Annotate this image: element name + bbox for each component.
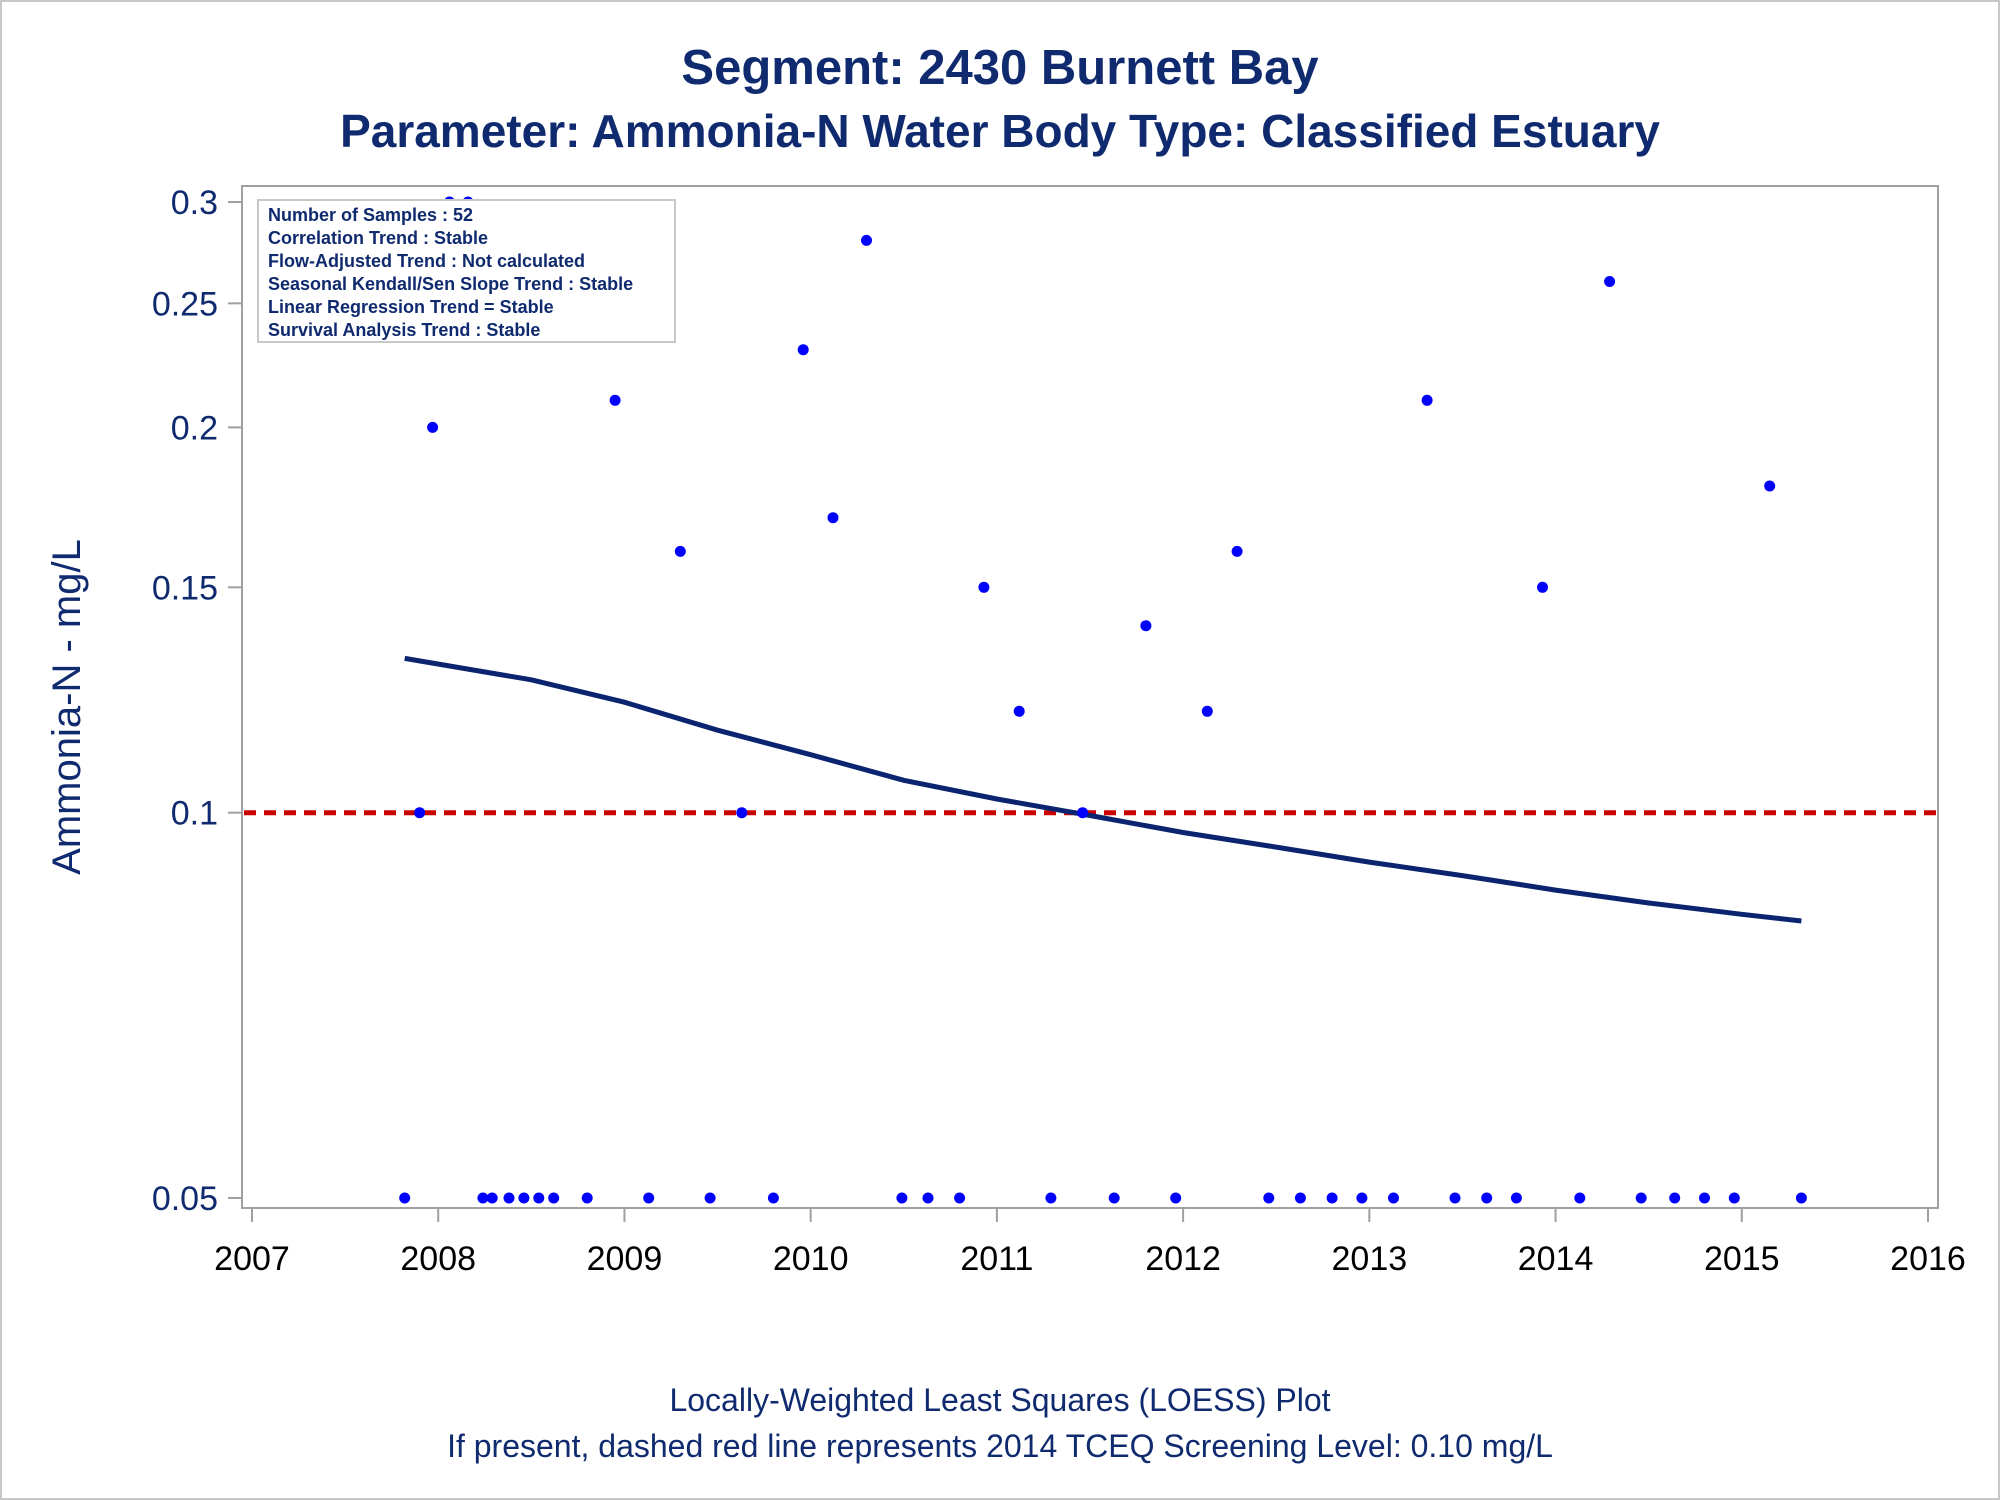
loess-line (404, 655, 1802, 924)
data-point (827, 512, 839, 524)
data-point (503, 1192, 515, 1204)
stats-line-correlation: Correlation Trend : Stable (268, 228, 488, 248)
x-tick-label: 2009 (587, 1240, 663, 1278)
data-point (674, 545, 686, 557)
y-axis: 0.05 0.1 0.15 0.2 0.25 0.3 (152, 184, 242, 1218)
data-point (896, 1192, 908, 1204)
stats-line-flow-adjusted: Flow-Adjusted Trend : Not calculated (268, 251, 585, 271)
data-point (533, 1192, 545, 1204)
data-point (1326, 1192, 1338, 1204)
y-tick-label: 0.25 (152, 285, 218, 323)
data-point (1537, 581, 1548, 593)
x-tick-label: 2015 (1704, 1240, 1780, 1278)
data-point (1728, 1192, 1740, 1204)
data-point (1481, 1192, 1493, 1204)
x-tick-label: 2011 (960, 1240, 1033, 1278)
y-tick-label: 0.05 (152, 1180, 218, 1218)
footnote-screening-level: If present, dashed red line represents 2… (447, 1428, 1553, 1464)
data-point (1013, 705, 1025, 717)
data-point (1421, 394, 1433, 406)
x-tick-label: 2014 (1518, 1240, 1594, 1278)
x-tick-label: 2013 (1332, 1240, 1408, 1278)
data-point (399, 1192, 411, 1204)
x-axis: 2007 2008 2009 2010 2011 2012 2013 2014 2015 2016 (214, 1208, 1966, 1278)
x-tick-label: 2012 (1145, 1240, 1221, 1278)
data-point (1574, 1192, 1586, 1204)
data-point (1449, 1192, 1461, 1204)
y-tick-label: 0.15 (152, 569, 218, 607)
data-point (1669, 1192, 1681, 1204)
data-point (922, 1192, 934, 1204)
chart-title: Segment: 2430 Burnett Bay (681, 41, 1319, 95)
data-point (1388, 1192, 1399, 1204)
x-tick-label: 2007 (214, 1240, 290, 1278)
data-point (1077, 807, 1089, 819)
data-point (1294, 1192, 1306, 1204)
y-tick-label: 0.3 (171, 184, 218, 222)
data-point (736, 807, 748, 819)
data-point (861, 234, 872, 246)
data-point (978, 581, 990, 593)
data-point (767, 1192, 779, 1204)
data-point (1604, 276, 1616, 287)
data-point (1140, 620, 1152, 632)
stats-line-survival: Survival Analysis Trend : Stable (268, 320, 540, 340)
stats-line-linear-regression: Linear Regression Trend = Stable (268, 297, 554, 317)
data-point (548, 1192, 560, 1204)
data-point (414, 807, 426, 819)
footnote-loess: Locally-Weighted Least Squares (LOESS) P… (669, 1382, 1331, 1418)
x-tick-label: 2016 (1890, 1240, 1966, 1278)
data-point (1356, 1192, 1368, 1204)
data-point (477, 1192, 489, 1204)
data-point (486, 1192, 498, 1204)
data-point (1108, 1192, 1120, 1204)
data-point (1510, 1192, 1522, 1204)
data-point (704, 1192, 716, 1204)
chart-subtitle: Parameter: Ammonia-N Water Body Type: Cl… (340, 105, 1660, 157)
stats-line-samples: Number of Samples : 52 (268, 205, 473, 225)
stats-box-border (257, 199, 676, 343)
sample-points (399, 196, 1807, 1204)
stats-box: Number of Samples : 52 Correlation Trend… (257, 199, 676, 343)
data-point (643, 1192, 655, 1204)
data-point (1231, 545, 1243, 557)
y-tick-label: 0.2 (171, 409, 218, 447)
data-point (1795, 1192, 1807, 1204)
data-point (1635, 1192, 1647, 1204)
y-tick-label: 0.1 (171, 795, 218, 833)
data-point (581, 1192, 593, 1204)
data-point (797, 344, 809, 356)
data-point (1764, 480, 1776, 492)
data-point (1201, 705, 1213, 717)
data-point (1699, 1192, 1710, 1204)
plot-area (241, 185, 1939, 1209)
data-point (1263, 1192, 1275, 1204)
stats-line-seasonal-kendall: Seasonal Kendall/Sen Slope Trend : Stabl… (268, 274, 633, 294)
data-point (518, 1192, 530, 1204)
data-point (427, 421, 439, 433)
data-point (1170, 1192, 1182, 1204)
x-tick-label: 2010 (773, 1240, 849, 1278)
y-axis-label: Ammonia-N - mg/L (45, 539, 89, 875)
x-tick-label: 2008 (400, 1240, 476, 1278)
data-point (954, 1192, 966, 1204)
data-point (1045, 1192, 1057, 1204)
data-point (609, 394, 621, 406)
